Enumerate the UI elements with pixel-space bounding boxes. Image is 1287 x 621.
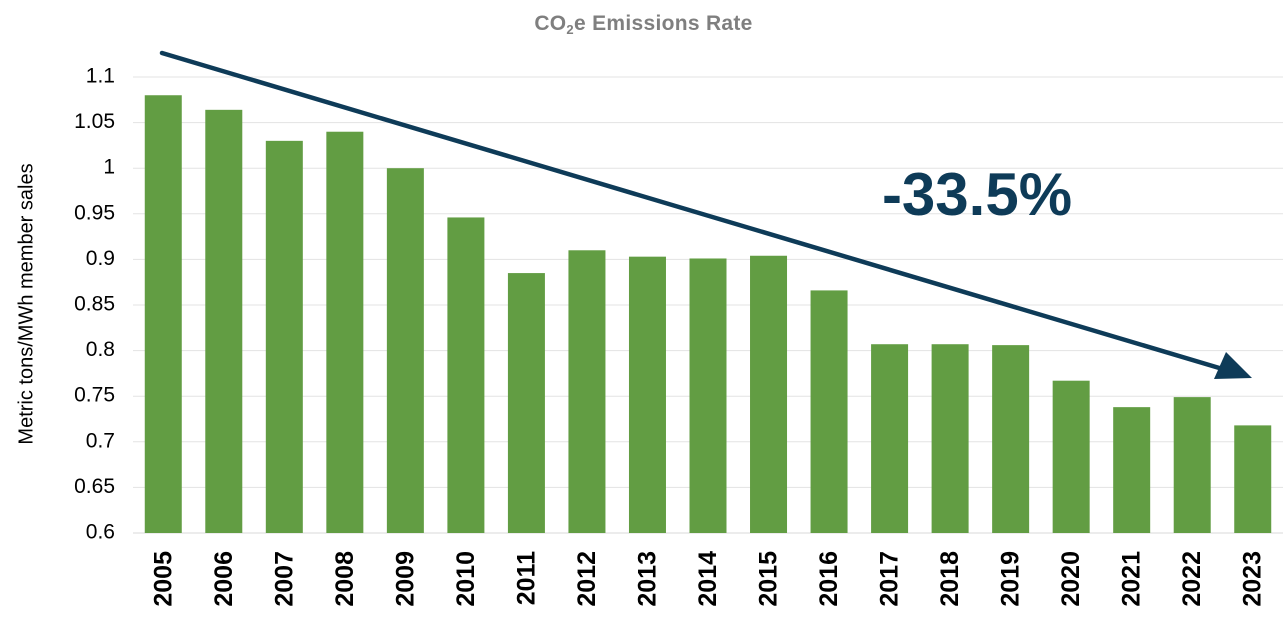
x-tick-label: 2018 [936,551,964,607]
x-tick-label: 2019 [997,551,1025,607]
x-tick-label: 2010 [452,551,480,607]
trend-arrow [159,50,1252,379]
y-tick-label: 0.75 [74,384,115,407]
x-tick-label: 2011 [512,551,540,605]
bars [144,95,1272,534]
bar [507,273,545,533]
y-tick-label: 0.7 [86,429,115,452]
x-axis-ticks: 2005 2006 2007 2008 2009 2010 2011 2012 2013 2014… [149,551,1266,607]
x-tick-label: 2008 [331,551,359,607]
chart-title-subscript: 2 [566,22,574,37]
bar [144,95,182,534]
y-axis-ticks: 0.6 0.65 0.7 0.75 0.8 0.85 0.9 0.95 1 1.05 1.1 [74,65,115,544]
x-tick-label: 2013 [633,551,661,607]
bar [447,217,485,533]
y-axis-label: Metric tons/MWh member sales [15,163,37,444]
x-tick-label: 2020 [1057,551,1085,607]
x-tick-label: 2009 [391,551,419,607]
y-tick-label: 1 [103,156,115,179]
y-tick-label: 1.05 [74,110,115,133]
x-tick-label: 2012 [573,551,601,607]
bar [1113,407,1151,533]
bar [265,140,303,533]
x-tick-label: 2017 [876,551,904,607]
trend-arrow-head [1214,352,1252,379]
y-tick-label: 0.95 [74,201,115,224]
y-tick-label: 0.85 [74,293,115,316]
bar [628,256,666,533]
bar [810,290,848,533]
bar [689,258,727,533]
bar [326,131,364,533]
y-tick-label: 0.9 [86,247,115,270]
trend-arrow-shaft [159,50,1229,373]
x-tick-label: 2016 [815,551,843,607]
bar [992,345,1030,533]
bar [1173,397,1211,533]
x-tick-label: 2014 [694,551,722,607]
bar [205,109,243,533]
x-tick-label: 2006 [210,551,238,607]
trend-annotation: -33.5% [882,161,1072,228]
bar [386,168,424,533]
bar [871,344,909,533]
x-tick-label: 2015 [755,551,783,607]
x-tick-label: 2023 [1239,551,1267,607]
bar [750,255,788,533]
y-tick-label: 0.8 [86,338,115,361]
x-tick-label: 2007 [270,551,298,607]
bar [931,344,969,533]
bar [1052,380,1090,533]
y-tick-label: 0.65 [74,475,115,498]
x-tick-label: 2022 [1178,551,1206,607]
x-tick-label: 2005 [149,551,177,607]
y-tick-label: 1.1 [86,65,115,88]
x-tick-label: 2021 [1118,551,1146,607]
chart-title-prefix: CO [534,12,567,35]
y-tick-label: 0.6 [86,521,115,544]
chart-title: CO2e Emissions Rate [0,12,1287,37]
bar [1234,425,1272,533]
chart-title-suffix: e Emissions Rate [573,12,753,35]
bar [568,250,606,533]
